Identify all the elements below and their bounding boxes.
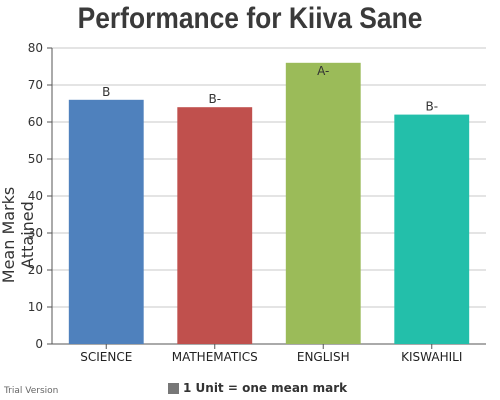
y-tick-label: 80 bbox=[28, 41, 43, 55]
legend-swatch bbox=[168, 382, 179, 394]
data-label: B- bbox=[425, 100, 438, 114]
data-label: A- bbox=[317, 64, 329, 78]
x-tick-label: KISWAHILI bbox=[401, 350, 462, 364]
x-tick-label: SCIENCE bbox=[80, 350, 132, 364]
data-label: B- bbox=[208, 92, 221, 106]
bar-science bbox=[68, 99, 144, 344]
data-label: B bbox=[102, 85, 110, 99]
y-tick-label: 50 bbox=[28, 152, 43, 166]
x-tick-label: ENGLISH bbox=[297, 350, 350, 364]
legend: 1 Unit = one mean mark bbox=[168, 381, 347, 395]
y-tick-label: 0 bbox=[35, 337, 43, 351]
y-tick-label: 70 bbox=[28, 78, 43, 92]
y-tick-label: 10 bbox=[28, 300, 43, 314]
trial-watermark: Trial Version bbox=[4, 386, 59, 396]
bar-mathematics bbox=[177, 107, 253, 344]
x-tick-label: MATHEMATICS bbox=[172, 350, 258, 364]
y-tick-label: 20 bbox=[28, 263, 43, 277]
y-tick-label: 60 bbox=[28, 115, 43, 129]
bar-english bbox=[285, 62, 361, 345]
y-tick-label: 40 bbox=[28, 189, 43, 203]
chart-title: Performance for Kiiva Sane bbox=[77, 2, 423, 35]
y-tick-label: 30 bbox=[28, 226, 43, 240]
legend-label: 1 Unit = one mean mark bbox=[183, 381, 348, 395]
bar-kiswahili bbox=[394, 114, 470, 344]
